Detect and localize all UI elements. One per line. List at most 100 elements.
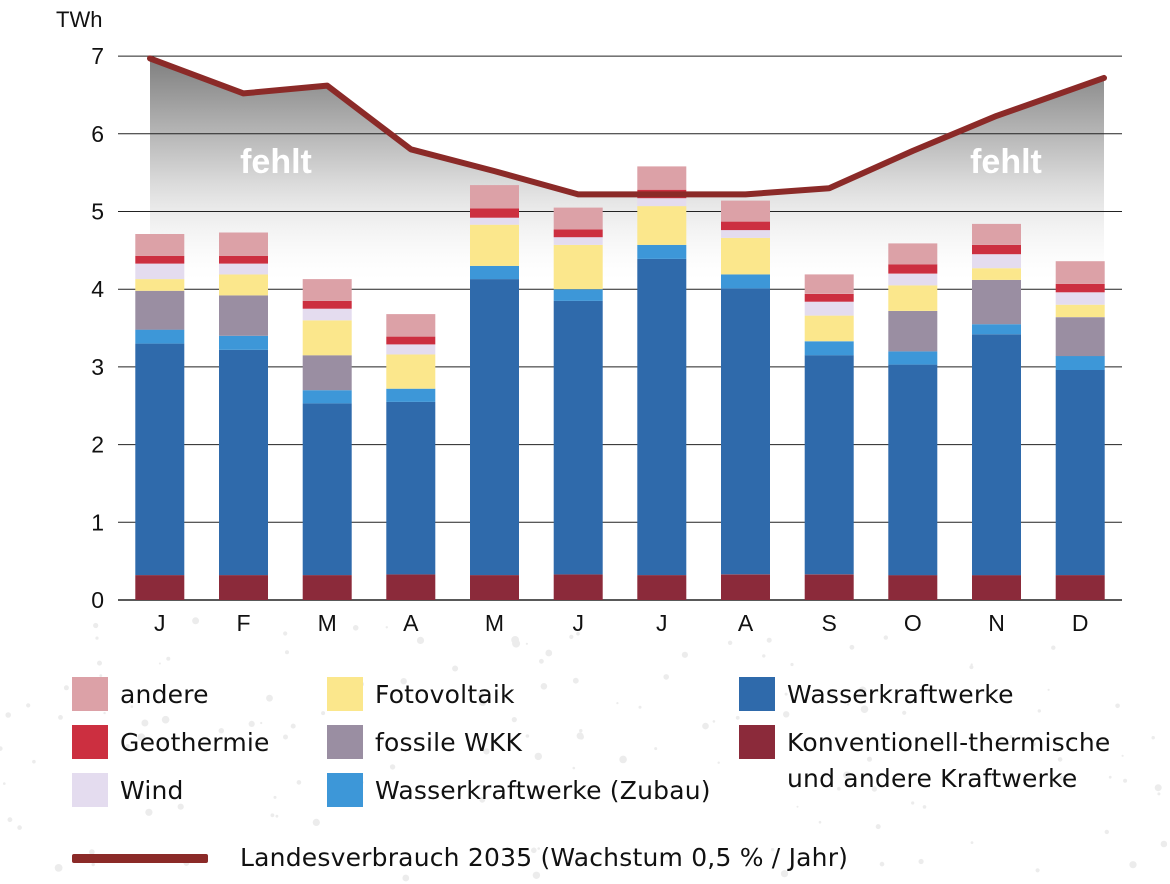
background-dot (1059, 776, 1065, 781)
bar-segment-pv (804, 315, 854, 342)
bar-segment-wasser (135, 343, 185, 576)
bar-segment-wasser (386, 401, 436, 575)
background-dot (161, 715, 170, 724)
bar-segment-zubau (721, 274, 770, 289)
background-dot (511, 636, 519, 644)
bar-segment-pv (219, 274, 268, 296)
bars (135, 166, 1105, 600)
background-dot (275, 814, 279, 818)
background-dot (1157, 792, 1161, 796)
background-dot (1121, 754, 1124, 757)
background-dot (1123, 778, 1128, 783)
background-dot (638, 705, 642, 709)
bar-segment-konv (470, 575, 519, 600)
background-dot (158, 662, 161, 665)
background-dot (483, 748, 490, 755)
annotation-missing-right: fehlt (970, 143, 1042, 181)
bar-segment-konv (386, 574, 436, 600)
background-dot (1151, 736, 1155, 740)
background-dot (818, 820, 822, 824)
background-dot (5, 712, 11, 718)
background-dot (58, 715, 63, 720)
bar-segment-geo (721, 221, 770, 231)
bar-segment-zubau (302, 390, 352, 404)
bar-segment-wkk (219, 295, 268, 336)
bar-segment-wkk (888, 311, 938, 352)
background-dot (1051, 645, 1056, 650)
background-dot (477, 691, 485, 699)
background-dot (860, 705, 869, 713)
background-dot (3, 782, 6, 785)
background-dot (569, 634, 574, 640)
bar-segment-wasser (219, 349, 268, 576)
background-dot (525, 734, 530, 738)
bar-segment-andere (553, 207, 603, 230)
bar-segment-andere (135, 234, 185, 256)
y-axis-unit: TWh (56, 7, 102, 32)
background-dot (361, 781, 364, 784)
bar-segment-andere (302, 279, 352, 301)
y-tick-label: 7 (91, 43, 104, 69)
bar-segment-konv (637, 575, 687, 600)
bar-segment-wkk (1055, 317, 1105, 357)
background-dot (1154, 784, 1162, 792)
background-dot (91, 862, 95, 867)
bar-segment-geo (1055, 283, 1105, 293)
bar-segment-wind (888, 273, 938, 286)
background-dot (545, 649, 553, 657)
background-dot (402, 874, 410, 882)
y-tick-label: 4 (91, 276, 104, 302)
bar-segment-andere (386, 314, 436, 337)
background-dot (511, 717, 517, 723)
background-dot (516, 849, 523, 857)
background-dot (137, 854, 144, 861)
bar-segment-geo (972, 244, 1021, 255)
x-tick-label: J (656, 610, 668, 636)
background-dot (875, 824, 881, 830)
bar-segment-wasser (1055, 370, 1105, 576)
bar-segment-wkk (302, 355, 352, 391)
background-dot (358, 681, 364, 687)
background-dot (770, 847, 775, 852)
background-dots (0, 617, 1168, 882)
background-dot (283, 631, 288, 636)
background-dot (532, 871, 541, 879)
background-dot (1009, 735, 1013, 738)
background-dot (790, 662, 794, 667)
background-dot (285, 650, 289, 655)
background-dot (260, 721, 263, 725)
background-dot (780, 870, 789, 878)
background-dot (266, 694, 273, 702)
bar-segment-geo (302, 300, 352, 309)
background-dot (727, 640, 733, 645)
background-dot (290, 723, 296, 729)
background-dot (1104, 829, 1110, 835)
background-dot (400, 678, 407, 685)
bar-segment-konv (888, 575, 938, 600)
bar-segment-wind (386, 344, 436, 355)
bar-segment-wind (637, 198, 687, 207)
bar-segment-geo (135, 255, 185, 264)
background-dot (177, 803, 184, 810)
x-tick-label: J (154, 610, 166, 636)
background-dot (192, 617, 200, 625)
background-dot (479, 796, 486, 803)
bar-segment-zubau (386, 388, 436, 402)
bar-segment-pv (470, 224, 519, 266)
bar-segment-wkk (135, 290, 185, 330)
background-dot (385, 626, 388, 629)
background-dot (717, 761, 720, 764)
bar-segment-zubau (972, 324, 1021, 335)
background-dot (389, 764, 396, 770)
bar-segment-konv (553, 574, 603, 600)
bar-segment-pv (637, 206, 687, 245)
background-dot (796, 805, 799, 808)
background-dot (32, 759, 36, 764)
background-dot (616, 702, 619, 705)
background-dot (911, 801, 915, 805)
background-dot (479, 699, 487, 706)
bar-segment-zubau (470, 265, 519, 280)
bar-segment-wasser (972, 334, 1021, 576)
